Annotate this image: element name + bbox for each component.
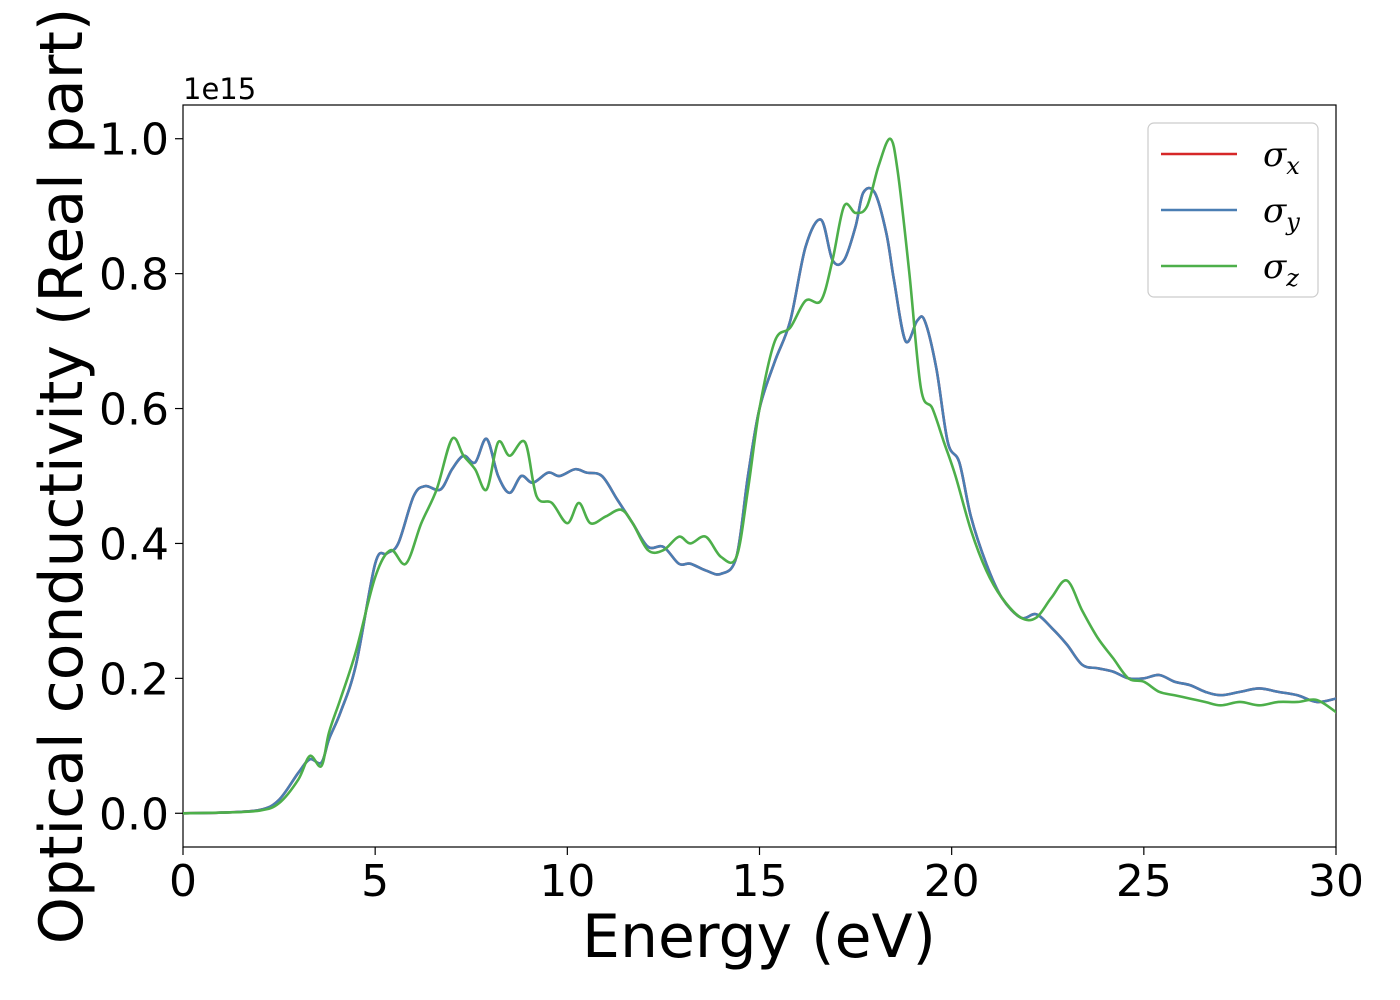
y-tick-label: 1.0 [99, 115, 169, 166]
x-axis-label: Energy (eV) [582, 902, 936, 972]
x-tick-label: 15 [732, 856, 788, 907]
y-axis-label: Optical conductivity (Real part) [27, 8, 97, 945]
series-line-z [183, 137, 1336, 815]
x-tick-label: 30 [1308, 856, 1364, 907]
series-layer [183, 137, 1336, 815]
y-axis-ticks: 0.0 0.2 0.4 0.6 0.8 1.0 [99, 115, 183, 840]
x-tick-label: 0 [169, 856, 197, 907]
x-tick-label: 5 [361, 856, 389, 907]
y-tick-label: 0.8 [99, 250, 169, 301]
x-tick-label: 20 [924, 856, 980, 907]
x-axis-ticks: 0 5 10 15 20 25 30 [169, 847, 1364, 907]
x-tick-label: 10 [539, 856, 595, 907]
y-tick-label: 0.4 [99, 519, 169, 570]
y-offset-label: 1e15 [183, 72, 256, 106]
y-tick-label: 0.0 [99, 789, 169, 840]
y-tick-label: 0.2 [99, 654, 169, 705]
y-tick-label: 0.6 [99, 385, 169, 436]
x-tick-label: 25 [1116, 856, 1172, 907]
